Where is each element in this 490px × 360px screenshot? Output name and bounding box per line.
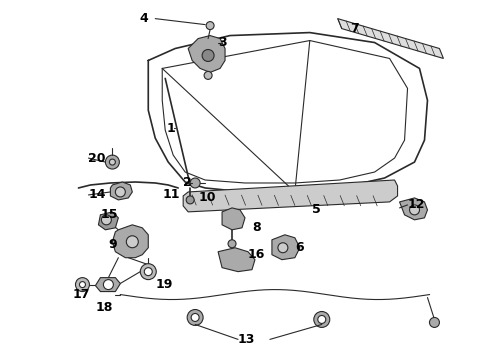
Circle shape	[103, 280, 113, 289]
Circle shape	[278, 243, 288, 253]
Text: 20: 20	[89, 152, 106, 165]
Circle shape	[115, 187, 125, 197]
Circle shape	[144, 268, 152, 276]
Polygon shape	[98, 212, 119, 230]
Polygon shape	[148, 32, 427, 192]
Circle shape	[410, 205, 419, 215]
Circle shape	[186, 196, 194, 204]
Text: 9: 9	[108, 238, 117, 251]
Polygon shape	[218, 248, 255, 272]
Circle shape	[190, 178, 200, 188]
Circle shape	[126, 236, 138, 248]
Polygon shape	[96, 278, 121, 292]
Text: 12: 12	[408, 198, 425, 211]
Circle shape	[105, 155, 120, 169]
Circle shape	[206, 22, 214, 30]
Circle shape	[228, 240, 236, 248]
Polygon shape	[338, 19, 443, 58]
Circle shape	[204, 71, 212, 80]
Polygon shape	[399, 198, 427, 220]
Circle shape	[109, 159, 115, 165]
Text: 8: 8	[252, 221, 261, 234]
Polygon shape	[222, 208, 245, 230]
Circle shape	[75, 278, 90, 292]
Text: 13: 13	[238, 333, 255, 346]
Text: 4: 4	[140, 12, 148, 25]
Circle shape	[140, 264, 156, 280]
Polygon shape	[272, 235, 300, 260]
Circle shape	[429, 318, 440, 328]
Text: 10: 10	[198, 192, 216, 204]
Text: 2: 2	[183, 176, 192, 189]
Circle shape	[202, 50, 214, 62]
Text: 7: 7	[350, 22, 359, 35]
Text: 1: 1	[167, 122, 175, 135]
Circle shape	[79, 282, 85, 288]
Circle shape	[318, 315, 326, 323]
Circle shape	[191, 314, 199, 321]
Polygon shape	[188, 36, 225, 72]
Circle shape	[101, 215, 111, 225]
Text: 14: 14	[89, 188, 106, 202]
Polygon shape	[110, 182, 132, 200]
Text: 17: 17	[73, 288, 90, 301]
Text: 3: 3	[218, 36, 227, 49]
Polygon shape	[112, 225, 148, 258]
Text: 16: 16	[248, 248, 266, 261]
Text: 18: 18	[96, 301, 113, 314]
Text: 5: 5	[312, 203, 320, 216]
Polygon shape	[183, 180, 397, 212]
Circle shape	[314, 311, 330, 328]
Circle shape	[187, 310, 203, 325]
Text: 6: 6	[295, 241, 303, 254]
Text: 19: 19	[155, 278, 172, 291]
Text: 11: 11	[162, 188, 180, 202]
Text: 15: 15	[100, 208, 118, 221]
